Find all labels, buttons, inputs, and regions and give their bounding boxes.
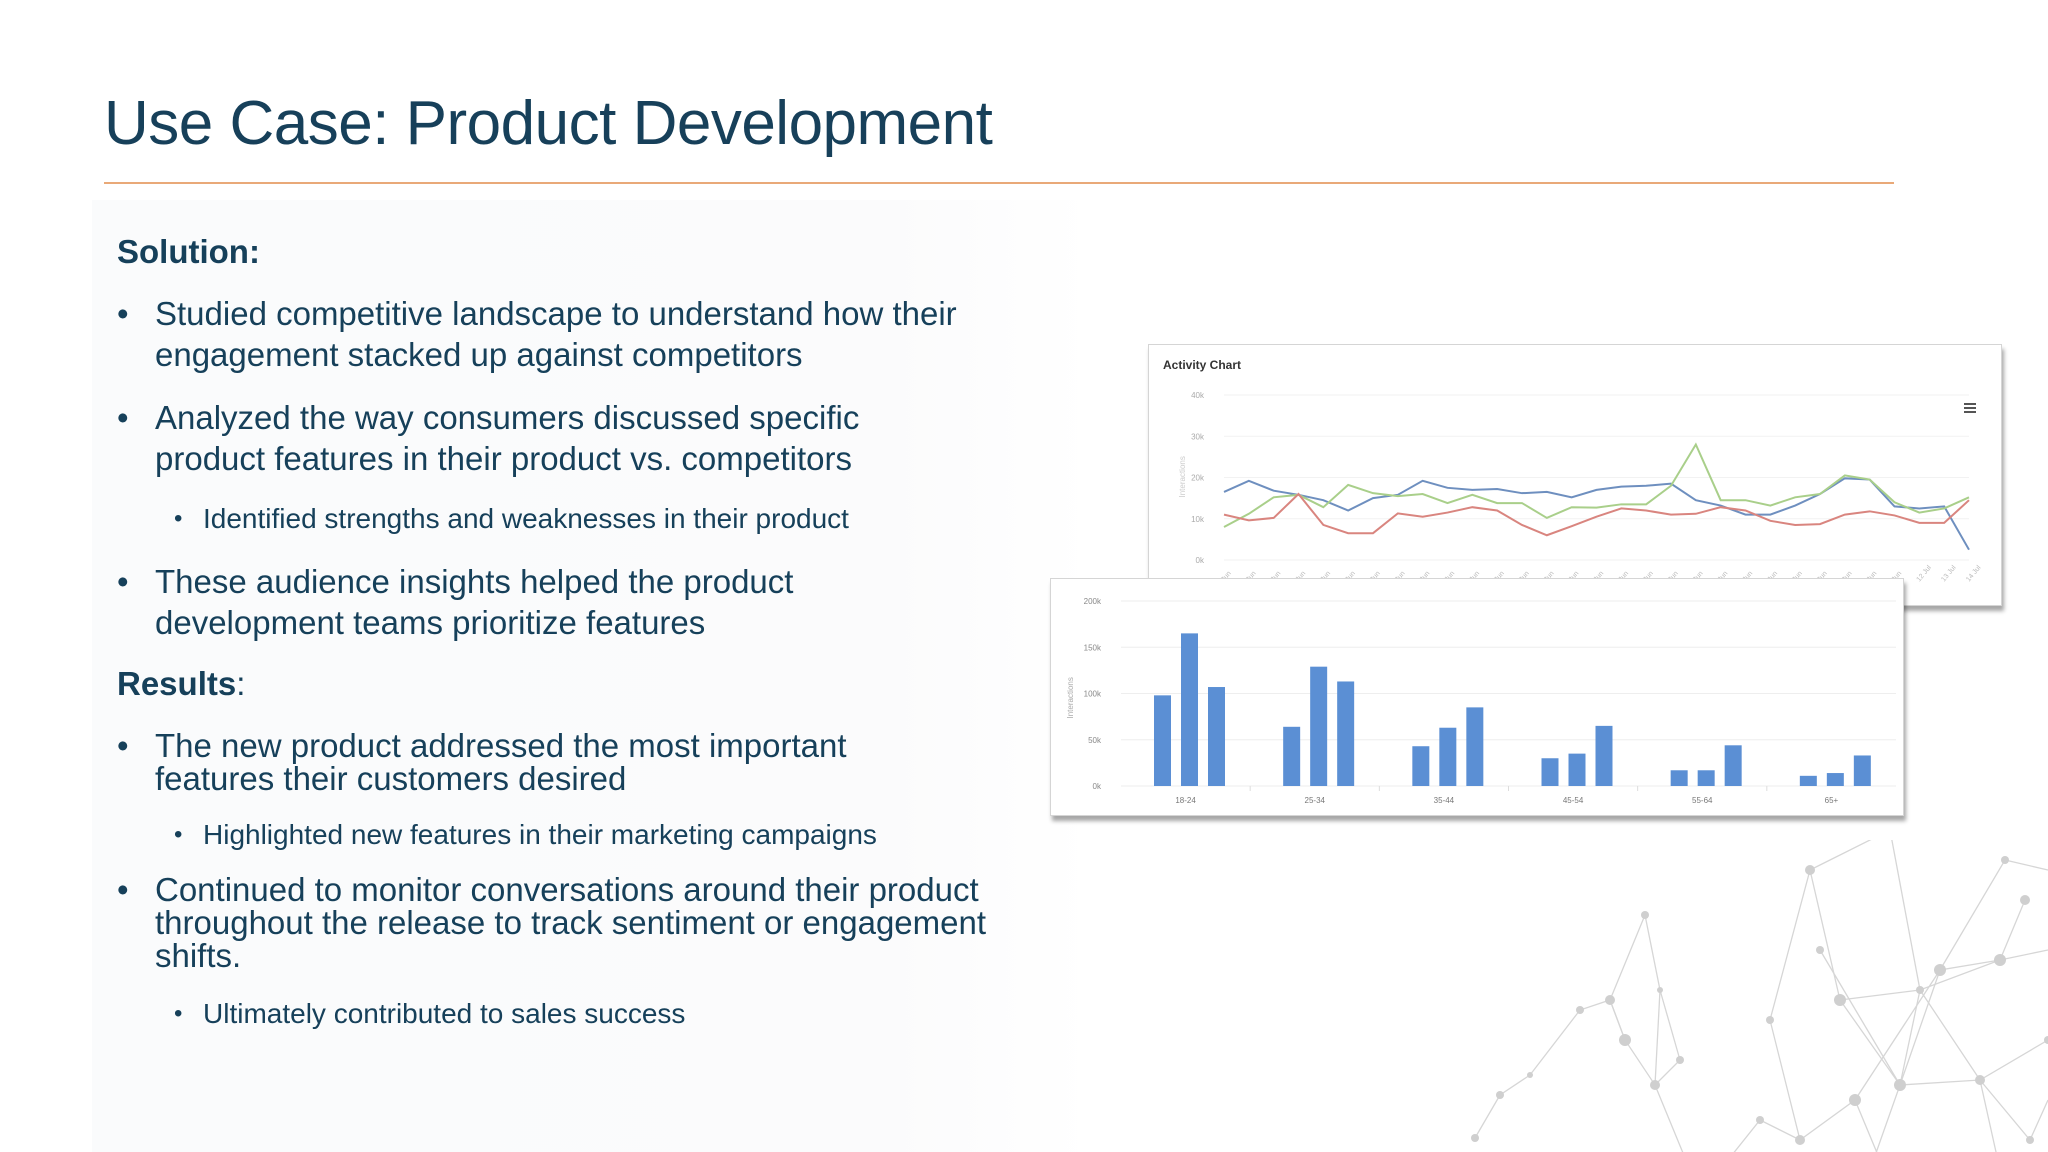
bar <box>1439 727 1457 786</box>
title-divider <box>104 182 1894 184</box>
solution-sub-bullet: Identified strengths and weaknesses in t… <box>117 501 1037 537</box>
bar <box>1799 775 1817 786</box>
category-label: 18-24 <box>1175 796 1196 805</box>
bar <box>1310 666 1328 786</box>
bar <box>1337 681 1355 786</box>
results-heading: Results: <box>117 665 1037 703</box>
bar <box>1724 745 1742 786</box>
solution-bullet: Studied competitive landscape to underst… <box>117 293 1035 375</box>
bar <box>1595 725 1613 786</box>
svg-text:0k: 0k <box>1093 782 1102 791</box>
svg-text:13 Jul: 13 Jul <box>1940 564 1958 583</box>
line-series-blue <box>1223 477 1970 551</box>
chart-title: Activity Chart <box>1163 358 1241 372</box>
activity-chart-card: Activity Chart 0k 10k 20k 30k 40k Interactions… <box>1148 344 2002 606</box>
bar <box>1466 707 1484 786</box>
age-bar-chart: 0k 50k 100k 150k 200k Interactions 18-24 25-34 3… <box>1066 597 1896 805</box>
bar <box>1283 726 1301 786</box>
line-series-red <box>1223 492 1970 537</box>
results-bullet: Continued to monitor conversations aroun… <box>117 873 995 972</box>
category-label: 35-44 <box>1434 796 1455 805</box>
svg-text:12 Jul: 12 Jul <box>1916 564 1934 583</box>
svg-text:30k: 30k <box>1191 432 1205 441</box>
svg-text:200k: 200k <box>1084 597 1102 606</box>
svg-text:Interactions: Interactions <box>1178 456 1187 497</box>
network-graphic-decoration <box>1471 840 2048 1152</box>
svg-text:14 Jul: 14 Jul <box>1965 564 1983 583</box>
category-label: 65+ <box>1825 796 1839 805</box>
bar <box>1412 746 1430 786</box>
age-bar-chart-card: 0k 50k 100k 150k 200k Interactions 18-24 25-34 3… <box>1050 578 1904 816</box>
solution-bullet: These audience insights helped the produ… <box>117 561 895 643</box>
results-heading-colon: : <box>236 665 246 702</box>
slide-title: Use Case: Product Development <box>104 89 993 158</box>
category-label: 55-64 <box>1692 796 1713 805</box>
bar <box>1181 633 1198 786</box>
text-column: Solution: Studied competitive landscape … <box>117 233 1037 1032</box>
results-sub-bullet: Ultimately contributed to sales success <box>117 996 1037 1032</box>
activity-line-chart: Activity Chart 0k 10k 20k 30k 40k Interactions… <box>1163 358 1983 583</box>
results-sub-bullet: Highlighted new features in their market… <box>117 817 1037 853</box>
results-bullet: The new product addressed the most impor… <box>117 729 955 795</box>
solution-heading: Solution: <box>117 233 260 270</box>
line-series-green <box>1223 442 1970 528</box>
bar <box>1826 773 1844 786</box>
category-label: 25-34 <box>1305 796 1326 805</box>
svg-text:100k: 100k <box>1084 690 1102 699</box>
svg-text:0k: 0k <box>1196 556 1205 565</box>
bar <box>1541 758 1559 786</box>
svg-text:20k: 20k <box>1191 474 1205 483</box>
svg-text:10k: 10k <box>1191 515 1205 524</box>
svg-text:50k: 50k <box>1088 736 1102 745</box>
bar <box>1670 770 1688 786</box>
bar <box>1154 695 1171 786</box>
svg-text:150k: 150k <box>1084 643 1102 652</box>
category-label: 45-54 <box>1563 796 1584 805</box>
hamburger-menu-icon[interactable] <box>1964 403 1976 413</box>
svg-text:40k: 40k <box>1191 391 1205 400</box>
results-heading-label: Results <box>117 665 237 702</box>
bar <box>1568 753 1586 786</box>
bar <box>1697 770 1715 786</box>
bar <box>1208 687 1225 786</box>
bar <box>1853 755 1871 786</box>
svg-text:Interactions: Interactions <box>1066 677 1075 718</box>
solution-bullet: Analyzed the way consumers discussed spe… <box>117 397 955 479</box>
